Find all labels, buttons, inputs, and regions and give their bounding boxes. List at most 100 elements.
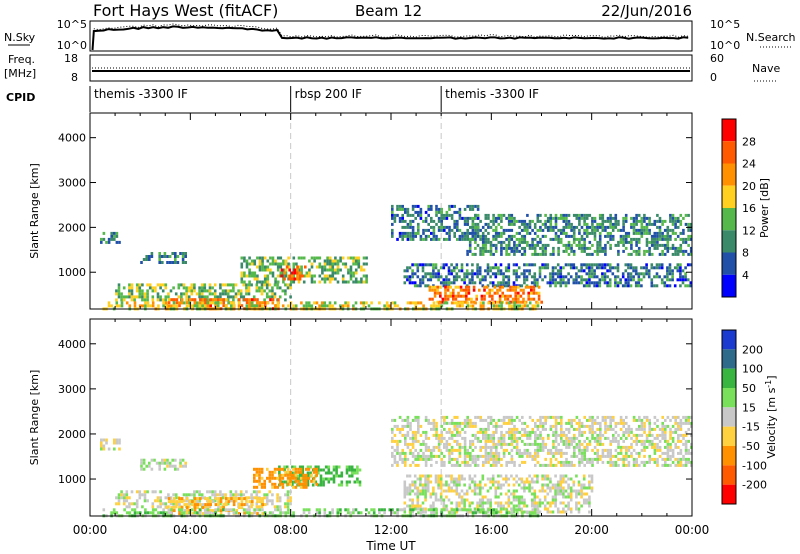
echo-cell <box>310 280 314 284</box>
echo-cell <box>334 277 337 281</box>
y-tick-label: 3000 <box>58 177 86 190</box>
echo-cell <box>419 474 422 478</box>
echo-cell <box>578 418 581 422</box>
echo-cell <box>599 433 602 437</box>
echo-cell <box>442 498 446 502</box>
echo-cell <box>341 280 345 284</box>
echo-cell <box>446 285 450 289</box>
echo-cell <box>526 436 529 440</box>
echo-cell <box>505 460 508 464</box>
echo-cell <box>440 225 443 229</box>
echo-cell <box>263 256 267 260</box>
echo-cell <box>456 301 459 305</box>
echo-cell <box>591 424 594 428</box>
echo-cell <box>411 418 415 422</box>
echo-cell <box>248 304 251 308</box>
echo-cell <box>229 508 233 512</box>
echo-cell <box>263 298 266 302</box>
echo-cell <box>536 451 540 455</box>
echo-cell <box>575 442 579 446</box>
echo-cell <box>193 493 196 497</box>
echo-cell <box>163 467 167 471</box>
echo-cell <box>689 237 693 241</box>
echo-cell <box>463 454 467 458</box>
echo-cell <box>460 477 464 481</box>
echo-cell <box>168 261 172 264</box>
echo-cell <box>578 213 581 217</box>
echo-cell <box>514 294 517 298</box>
echo-cell <box>480 297 484 301</box>
colorbar-swatch <box>722 141 736 164</box>
echo-cell <box>479 445 482 449</box>
echo-cell <box>630 243 633 247</box>
echo-cell <box>411 272 414 276</box>
echo-cell <box>616 263 620 267</box>
echo-cell <box>448 237 451 241</box>
echo-cell <box>265 286 269 290</box>
echo-cell <box>609 231 612 235</box>
echo-cell <box>206 503 210 507</box>
echo-cell <box>632 463 636 467</box>
echo-cell <box>350 465 354 469</box>
echo-cell <box>517 498 521 502</box>
echo-cell <box>191 503 194 507</box>
echo-cell <box>481 477 485 481</box>
echo-cell <box>502 454 506 458</box>
echo-cell <box>292 473 295 477</box>
echo-cell <box>318 511 321 515</box>
echo-cell <box>258 259 262 263</box>
echo-cell <box>517 501 521 505</box>
echo-cell <box>432 304 436 308</box>
echo-cell <box>666 445 670 449</box>
echo-cell <box>408 489 412 493</box>
echo-cell <box>530 297 533 301</box>
echo-cell <box>513 222 516 226</box>
echo-cell <box>143 493 147 497</box>
echo-cell <box>417 301 420 305</box>
echo-cell <box>515 237 519 241</box>
echo-cell <box>406 225 410 229</box>
echo-cell <box>430 225 433 229</box>
echo-cell <box>536 424 540 428</box>
echo-cell <box>436 285 439 289</box>
echo-cell <box>638 424 641 428</box>
echo-cell <box>588 439 592 443</box>
echo-cell <box>167 304 171 308</box>
echo-cell <box>627 445 631 449</box>
echo-cell <box>458 448 462 452</box>
echo-cell <box>265 496 269 500</box>
echo-cell <box>102 444 106 448</box>
echo-cell <box>513 249 516 253</box>
echo-cell <box>554 439 558 443</box>
echo-cell <box>549 216 553 220</box>
echo-cell <box>403 507 407 511</box>
echo-cell <box>494 495 498 499</box>
echo-cell <box>404 219 407 223</box>
echo-cell <box>158 258 161 261</box>
echo-cell <box>445 448 449 452</box>
echo-cell <box>502 448 506 452</box>
echo-cell <box>115 301 119 305</box>
echo-cell <box>489 451 493 455</box>
echo-cell <box>577 501 581 505</box>
colorbar-tick-label: 28 <box>742 135 756 148</box>
echo-cell <box>448 460 451 464</box>
echo-cell <box>232 301 236 305</box>
echo-cell <box>520 498 524 502</box>
echo-cell <box>154 289 157 293</box>
echo-cell <box>530 498 534 502</box>
echo-cell <box>172 502 175 506</box>
echo-cell <box>419 424 423 428</box>
echo-cell <box>511 297 515 301</box>
echo-cell <box>169 289 173 293</box>
echo-cell <box>546 474 550 478</box>
echo-cell <box>630 225 633 229</box>
echo-cell <box>102 447 106 451</box>
echo-cell <box>609 222 612 226</box>
echo-cell <box>536 504 539 508</box>
echo-cell <box>417 451 420 455</box>
echo-cell <box>443 463 446 467</box>
echo-cell <box>512 483 516 487</box>
echo-cell <box>591 460 594 464</box>
echo-cell <box>428 288 432 292</box>
